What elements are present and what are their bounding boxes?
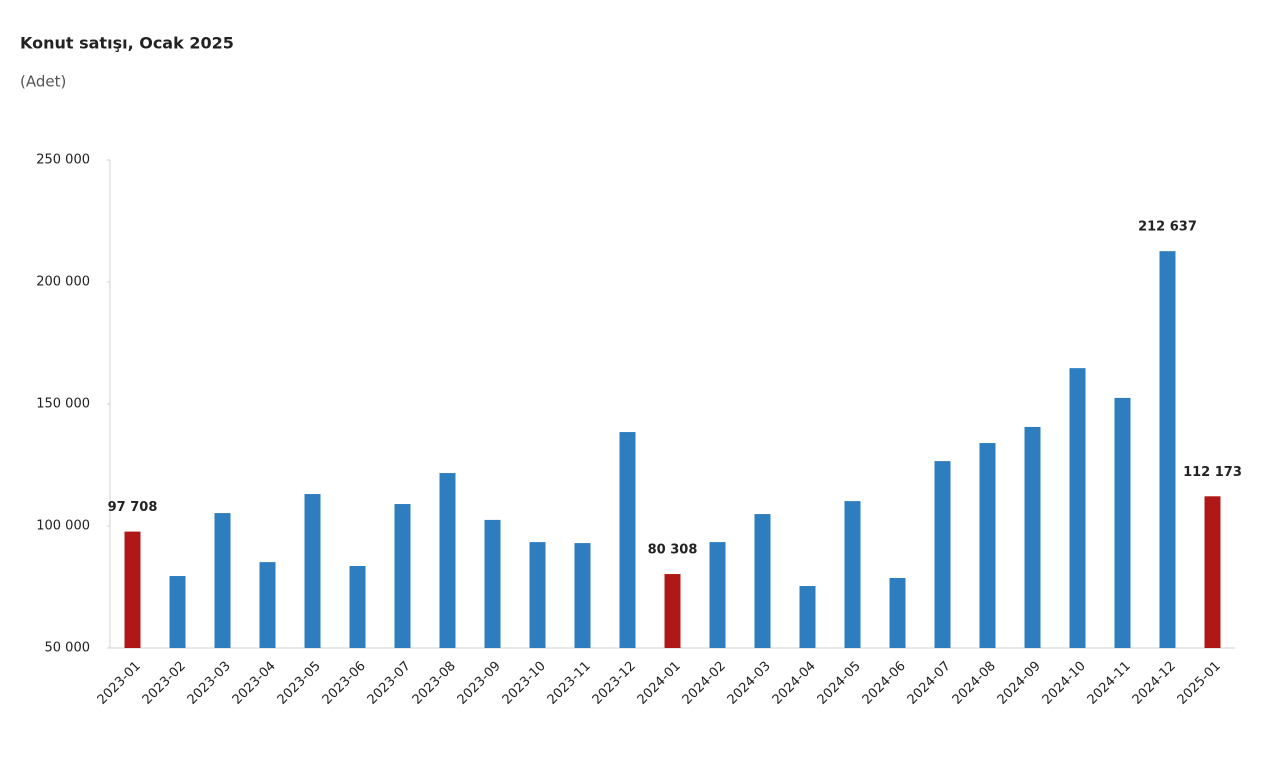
x-tick-label: 2024-05 xyxy=(815,659,864,708)
bar xyxy=(169,576,186,648)
x-tick-label: 2024-10 xyxy=(1040,659,1089,708)
x-tick-label: 2025-01 xyxy=(1175,659,1224,708)
bar xyxy=(619,432,636,648)
bar xyxy=(349,566,366,648)
bar xyxy=(1069,368,1086,648)
value-label: 97 708 xyxy=(108,500,158,515)
x-tick-label: 2023-10 xyxy=(500,659,549,708)
bar xyxy=(1159,251,1176,649)
value-label: 212 637 xyxy=(1138,220,1197,235)
y-tick-label: 100 000 xyxy=(36,519,90,534)
x-tick-label: 2024-02 xyxy=(680,659,729,708)
x-tick-label: 2023-06 xyxy=(320,659,369,708)
bar xyxy=(304,494,321,648)
x-tick-label: 2023-02 xyxy=(140,659,189,708)
bar xyxy=(1114,397,1131,648)
bar xyxy=(124,531,141,648)
x-tick-label: 2023-04 xyxy=(230,659,279,708)
bar xyxy=(709,542,726,648)
x-tick-label: 2023-01 xyxy=(95,659,144,708)
x-tick-label: 2024-03 xyxy=(725,659,774,708)
bar xyxy=(934,461,951,648)
bar xyxy=(394,504,411,648)
value-label: 112 173 xyxy=(1183,465,1242,480)
y-tick-label: 50 000 xyxy=(45,641,91,656)
y-tick-label: 250 000 xyxy=(36,153,90,168)
bar xyxy=(1024,426,1041,648)
x-tick-label: 2023-12 xyxy=(590,659,639,708)
bar xyxy=(799,586,816,648)
bar xyxy=(754,514,771,648)
bar xyxy=(214,513,231,648)
bar xyxy=(844,501,861,648)
bar xyxy=(664,574,681,648)
x-tick-label: 2024-08 xyxy=(950,659,999,708)
x-tick-label: 2023-11 xyxy=(545,659,594,708)
x-tick-label: 2024-12 xyxy=(1130,659,1179,708)
x-tick-label: 2024-04 xyxy=(770,659,819,708)
x-tick-label: 2024-01 xyxy=(635,659,684,708)
bar xyxy=(1204,496,1221,648)
x-tick-label: 2024-11 xyxy=(1085,659,1134,708)
x-tick-label: 2023-03 xyxy=(185,659,234,708)
x-tick-label: 2023-05 xyxy=(275,659,324,708)
y-tick-label: 150 000 xyxy=(36,397,90,412)
x-tick-label: 2023-09 xyxy=(455,659,504,708)
y-tick-label: 200 000 xyxy=(36,275,90,290)
x-tick-label: 2023-07 xyxy=(365,659,414,708)
chart-title: Konut satışı, Ocak 2025 xyxy=(20,34,234,53)
chart-subtitle: (Adet) xyxy=(20,73,66,91)
bar xyxy=(439,473,456,648)
x-tick-label: 2023-08 xyxy=(410,659,459,708)
bar xyxy=(889,577,906,648)
bar xyxy=(484,519,501,648)
value-label: 80 308 xyxy=(648,543,698,558)
x-tick-label: 2024-06 xyxy=(860,659,909,708)
bar xyxy=(259,562,276,648)
bar xyxy=(574,543,591,648)
x-tick-label: 2024-07 xyxy=(905,659,954,708)
bar xyxy=(979,443,996,648)
bar xyxy=(529,542,546,648)
x-tick-label: 2024-09 xyxy=(995,659,1044,708)
